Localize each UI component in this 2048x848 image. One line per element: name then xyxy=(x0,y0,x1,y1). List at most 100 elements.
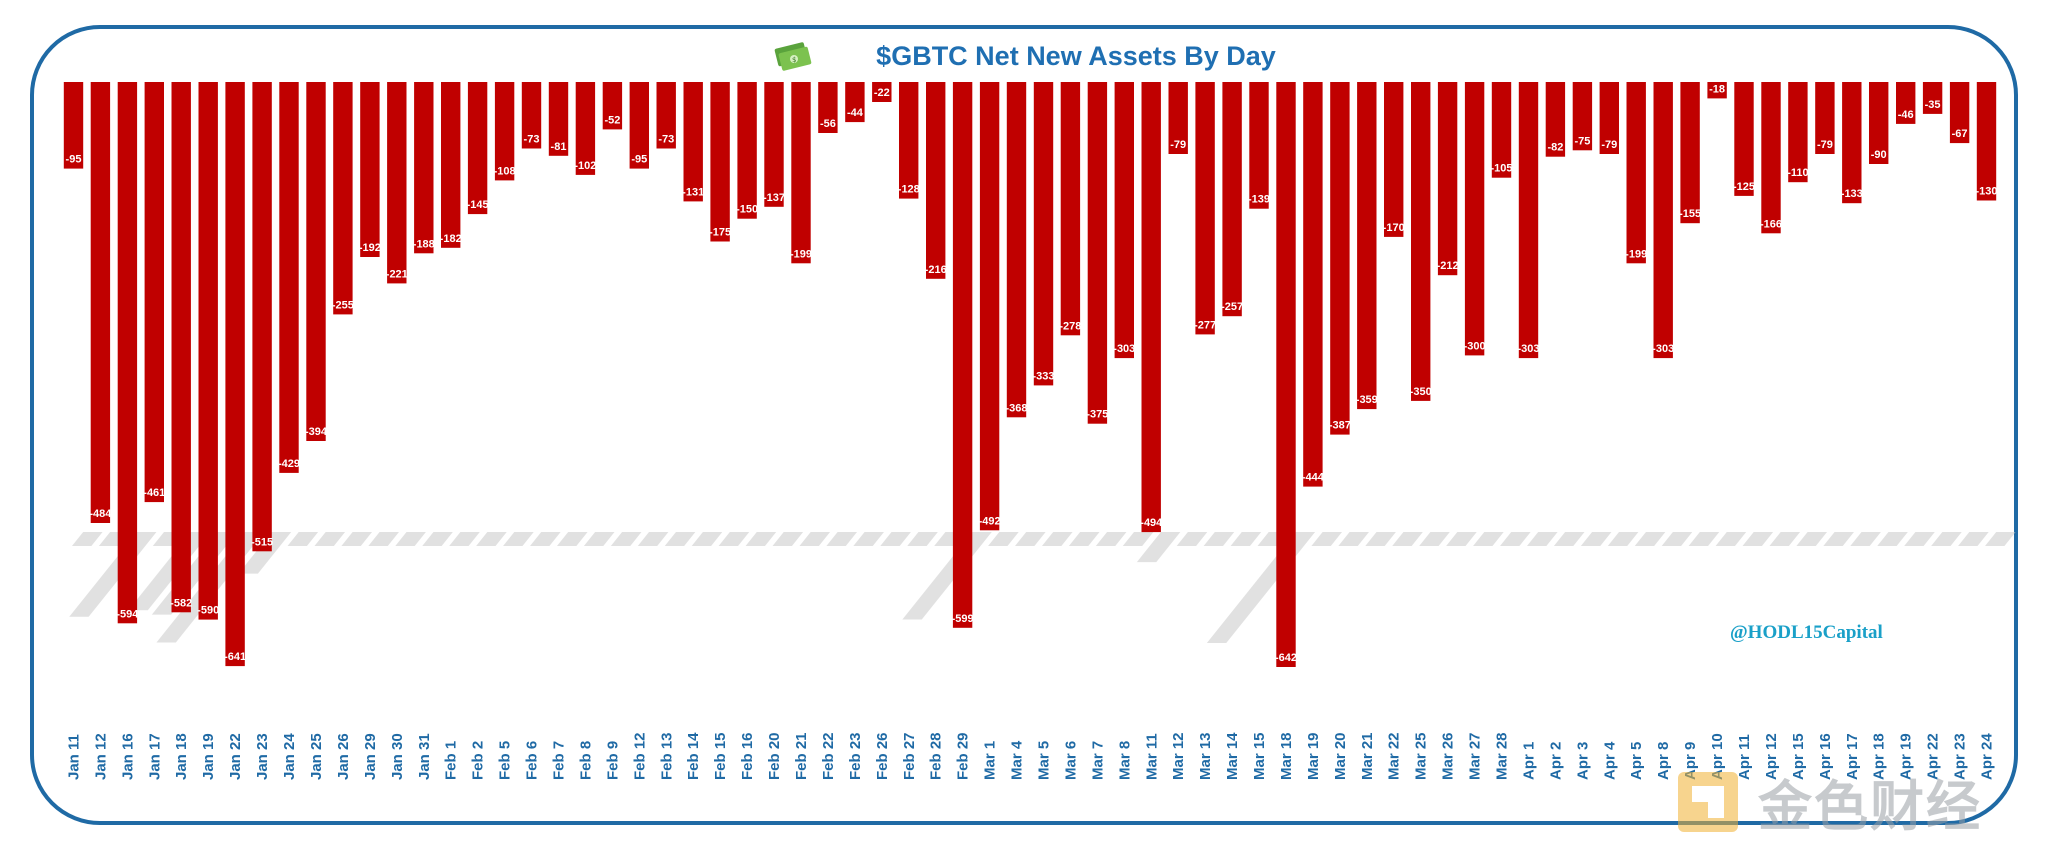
bar xyxy=(1033,82,1054,386)
bar xyxy=(764,82,784,207)
bar-shadow xyxy=(907,532,938,546)
data-label: -170 xyxy=(1383,222,1405,234)
bar xyxy=(1222,82,1242,317)
bar-shadow xyxy=(745,532,777,546)
x-tick-label: Jan 25 xyxy=(308,733,325,780)
x-tick-label: Feb 26 xyxy=(874,732,891,780)
x-tick-label: Mar 4 xyxy=(1009,740,1026,780)
data-label: -150 xyxy=(736,204,758,216)
x-tick-label: Jan 24 xyxy=(281,733,298,780)
bar xyxy=(1896,82,1916,124)
x-tick-label: Feb 2 xyxy=(470,741,487,780)
bar xyxy=(252,82,272,552)
bar-shadow xyxy=(1473,532,1504,546)
bar xyxy=(279,82,299,473)
x-tick-label: Mar 27 xyxy=(1467,732,1484,780)
data-label: -182 xyxy=(440,233,462,245)
data-label: -75 xyxy=(1574,135,1590,147)
bar xyxy=(1411,82,1431,401)
bar-shadow xyxy=(610,532,642,546)
x-tick-label: Mar 22 xyxy=(1386,732,1403,780)
x-tick-label: Mar 6 xyxy=(1062,741,1079,780)
bar-shadow xyxy=(1607,532,1639,546)
x-tick-label: Feb 29 xyxy=(955,732,972,780)
data-label: -110 xyxy=(1787,167,1808,179)
data-label: -90 xyxy=(1871,149,1887,161)
x-tick-label: Apr 10 xyxy=(1709,733,1726,780)
bar xyxy=(1518,82,1539,359)
x-tick-label: Mar 20 xyxy=(1332,732,1349,780)
data-label: -52 xyxy=(604,114,620,126)
x-tick-label: Mar 21 xyxy=(1359,732,1376,780)
data-label: -137 xyxy=(763,192,785,204)
bars xyxy=(63,82,1997,667)
x-tick-label: Mar 12 xyxy=(1170,732,1187,780)
data-label: -594 xyxy=(116,608,139,620)
bar xyxy=(1384,82,1404,237)
data-label: -303 xyxy=(1517,343,1539,355)
bar xyxy=(602,82,623,130)
bar-shadow xyxy=(1311,532,1343,546)
bar-shadow xyxy=(449,532,480,546)
bar-shadow xyxy=(368,532,399,546)
x-tick-label: Feb 13 xyxy=(658,732,675,780)
bar-shadow xyxy=(1742,532,1774,546)
x-tick-label: Mar 26 xyxy=(1440,732,1457,780)
data-label: -125 xyxy=(1733,181,1755,193)
bar xyxy=(1653,82,1673,359)
bar-shadow xyxy=(1715,532,1747,546)
data-label: -444 xyxy=(1302,472,1325,484)
bar xyxy=(1976,82,1997,201)
bar-shadow xyxy=(853,532,884,546)
data-label: -484 xyxy=(89,508,112,520)
bar-shadow xyxy=(988,532,1019,546)
bar-shadow xyxy=(1338,532,1369,546)
bar xyxy=(791,82,811,264)
bar-shadow xyxy=(341,532,373,546)
bar-shadow xyxy=(1985,532,2016,546)
bar-shadow xyxy=(1041,532,1073,546)
bar xyxy=(575,82,596,175)
data-label: -255 xyxy=(332,299,354,311)
bar xyxy=(467,82,488,215)
bar xyxy=(737,82,757,219)
bar-shadow xyxy=(287,532,319,546)
data-label: -128 xyxy=(898,184,920,196)
bar xyxy=(1168,82,1188,154)
x-tick-label: Jan 23 xyxy=(254,733,271,780)
bar-shadow xyxy=(556,532,588,546)
bar-shadow xyxy=(799,532,831,546)
bar xyxy=(629,82,649,169)
bar xyxy=(198,82,218,620)
data-label: -18 xyxy=(1709,83,1725,95)
x-tick-label: Apr 3 xyxy=(1574,742,1591,780)
bar-shadow xyxy=(1203,532,1235,546)
bar xyxy=(1599,82,1619,154)
bar-shadow xyxy=(1877,532,1908,546)
bar-shadow xyxy=(1526,532,1558,546)
x-tick-label: Apr 2 xyxy=(1547,742,1564,780)
bar-shadow xyxy=(1015,532,1046,546)
x-tick-label: Feb 12 xyxy=(631,732,648,780)
data-label: -333 xyxy=(1032,370,1054,382)
data-label: -188 xyxy=(413,238,435,250)
bar-shadow xyxy=(664,532,696,546)
bar xyxy=(872,82,892,102)
bar-shadow xyxy=(1176,532,1208,546)
bar-shadow xyxy=(1095,532,1127,546)
bar xyxy=(1572,82,1593,151)
x-tick-label: Feb 20 xyxy=(766,732,783,780)
bar-shadow xyxy=(1931,532,1962,546)
data-label: -131 xyxy=(682,186,704,198)
data-label: -79 xyxy=(1170,139,1186,151)
x-tick-label: Apr 19 xyxy=(1898,733,1915,780)
bar xyxy=(171,82,191,613)
x-tick-label: Jan 29 xyxy=(362,733,379,780)
data-label: -303 xyxy=(1652,343,1674,355)
data-label: -278 xyxy=(1059,320,1081,332)
data-label: -387 xyxy=(1329,420,1351,432)
data-label: -108 xyxy=(494,165,516,177)
bar xyxy=(441,82,461,248)
bar xyxy=(1330,82,1350,435)
